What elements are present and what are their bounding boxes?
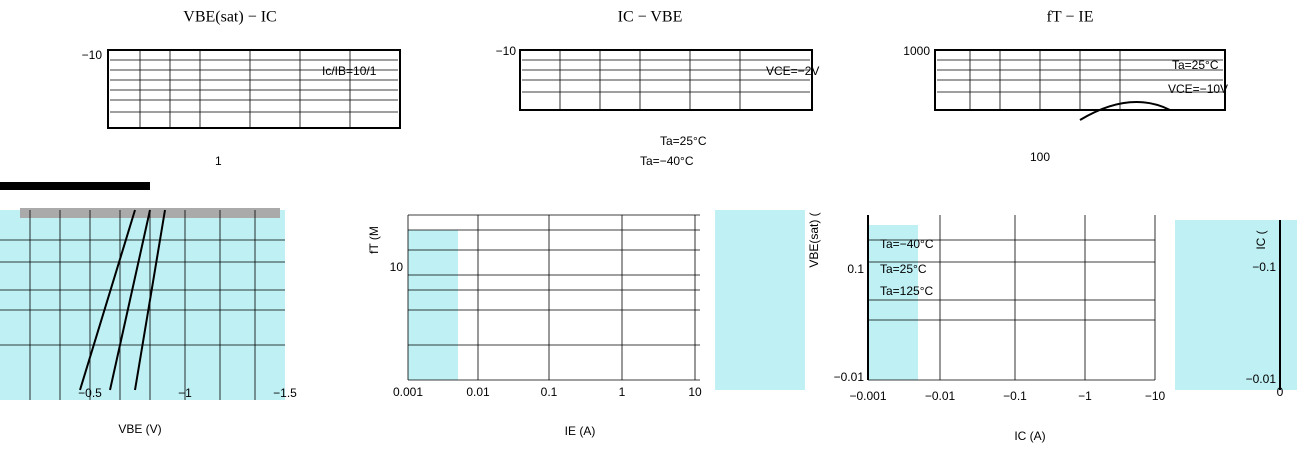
tick: −0.5: [78, 386, 102, 400]
legend: Ta=125°C: [880, 284, 934, 298]
tick: 0.1: [847, 262, 864, 276]
axis-label: IE (A): [565, 424, 596, 438]
legend: VCE=−2V: [766, 64, 819, 78]
legend: Ta=−40°C: [880, 237, 934, 251]
tick: −10: [496, 44, 517, 58]
tick: 0.1: [541, 385, 558, 399]
note: 100: [1030, 150, 1050, 164]
tick: 1000: [903, 44, 930, 58]
frames: [0, 49, 1281, 400]
tick: 0: [1277, 385, 1284, 399]
legend: VCE=−10V: [1168, 82, 1228, 96]
axis-label: IC (: [1254, 230, 1268, 249]
legend: Ic/IB=10/1: [322, 64, 377, 78]
legend: Ta=25°C: [880, 262, 927, 276]
tick: −1: [1078, 389, 1092, 403]
title: fT − IE: [1047, 9, 1094, 26]
title: IC − VBE: [618, 9, 683, 26]
tick: 0.001: [393, 385, 423, 399]
tick: 10: [688, 385, 702, 399]
tick: 10: [390, 260, 404, 274]
note: Ta=−40°C: [640, 154, 694, 168]
tick: −0.1: [1003, 389, 1027, 403]
tick: −10: [82, 48, 103, 62]
tick: 1: [619, 385, 626, 399]
tick: −0.001: [849, 389, 886, 403]
tick: −10: [1145, 389, 1166, 403]
tick: −1: [178, 386, 192, 400]
legend: Ta=25°C: [1172, 58, 1219, 72]
tick: −1.5: [273, 386, 297, 400]
axis-label: VBE (V): [118, 422, 161, 436]
title: VBE(sat) − IC: [183, 9, 276, 26]
tick: −0.01: [1246, 372, 1277, 386]
axis-label: IC (A): [1014, 429, 1045, 443]
axis-label: VBE(sat) (: [807, 212, 821, 267]
note: 1: [215, 154, 222, 168]
texts: VBE(sat) − IC IC − VBE fT − IE −10 −10 1…: [78, 9, 1284, 444]
tick: −0.1: [1252, 260, 1276, 274]
tick: −0.01: [834, 370, 865, 384]
axis-label: fT (M: [367, 226, 381, 254]
note: Ta=25°C: [660, 134, 707, 148]
tick: −0.01: [925, 389, 956, 403]
tick: 0.01: [466, 385, 490, 399]
